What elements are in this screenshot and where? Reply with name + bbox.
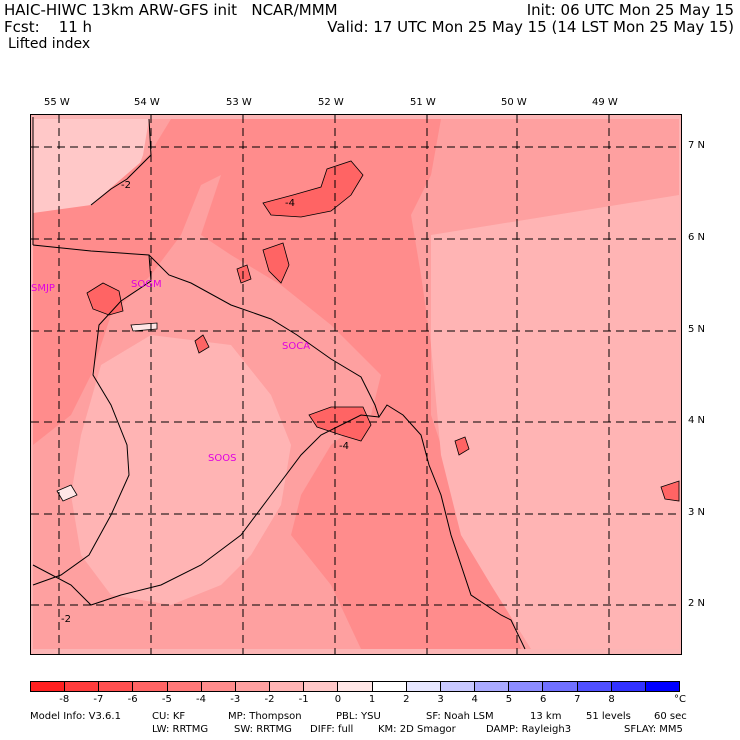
footer-sflay: SFLAY: MM5 [624, 724, 683, 735]
lon-label-53w: 53 W [226, 97, 252, 108]
colorbar-tick-label: -4 [196, 694, 207, 705]
colorbar-tick-label: -5 [161, 694, 172, 705]
lat-label-2n: 2 N [688, 598, 706, 609]
colorbar-cell [440, 682, 476, 691]
colorbar-cell [201, 682, 236, 691]
station-soca: SOCA [282, 341, 311, 352]
contour-label-4: -2 [61, 614, 71, 625]
lon-label-55w: 55 W [44, 97, 70, 108]
field-patch-west [86, 282, 124, 316]
colorbar-tick-label: 0 [334, 694, 342, 705]
footer-sf: SF: Noah LSM [426, 711, 494, 722]
colorbar-cell [65, 682, 100, 691]
colorbar-tick-label: -8 [59, 694, 70, 705]
colorbar-tick-label: 2 [403, 694, 410, 705]
colorbar-cell [645, 682, 679, 691]
grid-lines [31, 115, 681, 654]
footer-pbl: PBL: YSU [336, 711, 381, 722]
colorbar-tick-label: -2 [264, 694, 275, 705]
footer-timestep: 60 sec [654, 711, 687, 722]
field-patch-small-1 [236, 264, 252, 284]
lon-label-54w: 54 W [134, 97, 160, 108]
footer-lw: LW: RRTMG [152, 724, 209, 735]
field-patch-min-north [262, 160, 364, 218]
field-patch-north-2 [262, 242, 290, 284]
station-soos: SOOS [208, 453, 237, 464]
colorbar-tick-label: -3 [230, 694, 241, 705]
colorbar [30, 681, 680, 692]
colorbar-tick-label: 5 [505, 694, 513, 705]
footer-damp: DAMP: Rayleigh3 [486, 724, 572, 735]
colorbar-tick-label: -7 [93, 694, 104, 705]
footer-diff: DIFF: full [310, 724, 354, 735]
valid-time: Valid: 17 UTC Mon 25 May 15 (14 LST Mon … [327, 18, 734, 36]
contour-label-1: -2 [121, 180, 131, 191]
colorbar-cell [509, 682, 544, 691]
contour-label-2: -4 [285, 198, 295, 209]
colorbar-tick-label: 7 [574, 694, 581, 705]
colorbar-cell [338, 682, 373, 691]
station-smjp: SMJP [31, 283, 55, 294]
forecast-hour: Fcst: 11 h [4, 18, 93, 36]
border-west [32, 254, 152, 586]
colorbar-tick-label: -1 [298, 694, 309, 705]
lifted-index-map: -2 -4 -4 -2 [31, 115, 681, 654]
footer-sw: SW: RRTMG [234, 724, 292, 735]
colorbar-tick-label: -6 [127, 694, 138, 705]
field-region-dark-w [33, 119, 261, 445]
footer-km: KM: 2D Smagor [378, 724, 456, 735]
colorbar-cell [304, 682, 339, 691]
field-patch-small-2 [194, 334, 210, 354]
colorbar-tick-label: 1 [368, 694, 376, 705]
colorbar-cell [133, 682, 168, 691]
footer-model-info: Model Info: V3.6.1 [30, 711, 121, 722]
colorbar-cell [235, 682, 271, 691]
field-patch-edge [660, 480, 680, 502]
model-title: HAIC-HIWC 13km ARW-GFS init NCAR/MMM [4, 1, 338, 19]
lat-label-3n: 3 N [688, 507, 706, 518]
colorbar-cell [99, 682, 134, 691]
border-south [32, 414, 380, 606]
colorbar-cell [31, 682, 66, 691]
colorbar-unit: °C [674, 694, 686, 705]
lat-label-7n: 7 N [688, 140, 706, 151]
lat-label-5n: 5 N [688, 324, 706, 335]
colorbar-cell [167, 682, 202, 691]
lon-label-51w: 51 W [410, 97, 436, 108]
footer-resolution: 13 km [530, 711, 562, 722]
colorbar-tick-label: 3 [437, 694, 444, 705]
field-region-light-interior [71, 335, 291, 605]
footer-cu: CU: KF [152, 711, 186, 722]
field-name: Lifted index [8, 36, 91, 52]
lon-label-49w: 49 W [592, 97, 618, 108]
init-time: Init: 06 UTC Mon 25 May 15 [526, 1, 734, 19]
colorbar-cell [543, 682, 578, 691]
colorbar-cell [406, 682, 441, 691]
contour-label-3: -4 [339, 441, 349, 452]
colorbar-cell [270, 682, 305, 691]
colorbar-cell [372, 682, 407, 691]
colorbar-tick-label: 6 [539, 694, 547, 705]
map-panel: -2 -4 -4 -2 SMJP SOGM SOCA SOOS [30, 114, 682, 655]
colorbar-tick-label: 8 [608, 694, 615, 705]
colorbar-cell [475, 682, 510, 691]
lat-label-4n: 4 N [688, 415, 706, 426]
footer-mp: MP: Thompson [228, 711, 302, 722]
field-patch-light-2 [56, 484, 78, 502]
colorbar-cell [611, 682, 646, 691]
footer-levels: 51 levels [586, 711, 631, 722]
lon-label-52w: 52 W [318, 97, 344, 108]
colorbar-tick-label: 4 [471, 694, 478, 705]
field-patch-small-3 [454, 436, 470, 456]
colorbar-cell [577, 682, 612, 691]
lat-label-6n: 6 N [688, 232, 706, 243]
field-patch-coast [308, 406, 372, 442]
station-sogm: SOGM [131, 279, 162, 290]
coastline-north [90, 118, 152, 206]
lon-label-50w: 50 W [501, 97, 527, 108]
